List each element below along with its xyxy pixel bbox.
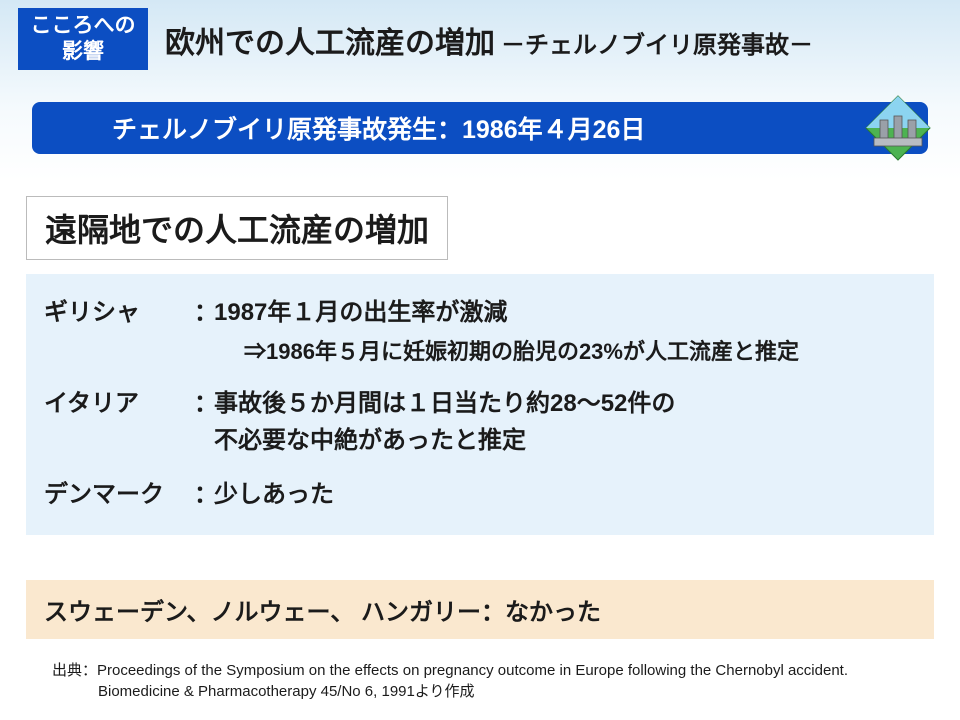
source-line1: 出典：Proceedings of the Symposium on the e…	[52, 660, 848, 681]
category-badge: こころへの 影響	[18, 8, 148, 70]
power-plant-icon	[864, 94, 932, 162]
italy-line2: 不必要な中絶があったと推定	[214, 422, 916, 459]
badge-line1: こころへの	[18, 13, 148, 39]
country-denmark: デンマーク	[44, 476, 194, 513]
title-sub: －チェルノブイリ原発事故－	[501, 25, 813, 60]
no-effect-box: スウェーデン、ノルウェー、 ハンガリー：なかった	[26, 580, 934, 639]
section-heading: 遠隔地での人工流産の増加	[26, 196, 448, 260]
event-date-bar: チェルノブイリ原発事故発生：1986年４月26日	[32, 102, 928, 154]
greece-line2: ⇒1986年５月に妊娠初期の胎児の23%が人工流産と推定	[214, 335, 916, 369]
colon: ：	[194, 294, 214, 369]
greece-line1: 1987年１月の出生率が激減	[214, 294, 916, 331]
row-greece: ギリシャ ： 1987年１月の出生率が激減 ⇒1986年５月に妊娠初期の胎児の2…	[44, 294, 916, 369]
source-citation: 出典：Proceedings of the Symposium on the e…	[52, 660, 848, 702]
country-greece: ギリシャ	[44, 294, 194, 369]
country-italy: イタリア	[44, 385, 194, 459]
colon: ：	[194, 476, 214, 513]
colon: ：	[194, 385, 214, 459]
italy-line1: 事故後５か月間は１日当たり約28～52件の	[214, 385, 916, 422]
row-denmark: デンマーク ： 少しあった	[44, 476, 916, 513]
country-info-box: ギリシャ ： 1987年１月の出生率が激減 ⇒1986年５月に妊娠初期の胎児の2…	[26, 274, 934, 535]
source-line2: Biomedicine & Pharmacotherapy 45/No 6, 1…	[52, 681, 848, 702]
greece-desc: 1987年１月の出生率が激減 ⇒1986年５月に妊娠初期の胎児の23%が人工流産…	[214, 294, 916, 369]
italy-desc: 事故後５か月間は１日当たり約28～52件の 不必要な中絶があったと推定	[214, 385, 916, 459]
badge-line2: 影響	[18, 39, 148, 65]
denmark-desc: 少しあった	[214, 476, 916, 513]
page-title: 欧州での人工流産の増加 －チェルノブイリ原発事故－	[165, 18, 813, 62]
title-main: 欧州での人工流産の増加	[165, 18, 495, 62]
event-date-text: チェルノブイリ原発事故発生：1986年４月26日	[112, 110, 645, 146]
row-italy: イタリア ： 事故後５か月間は１日当たり約28～52件の 不必要な中絶があったと…	[44, 385, 916, 459]
